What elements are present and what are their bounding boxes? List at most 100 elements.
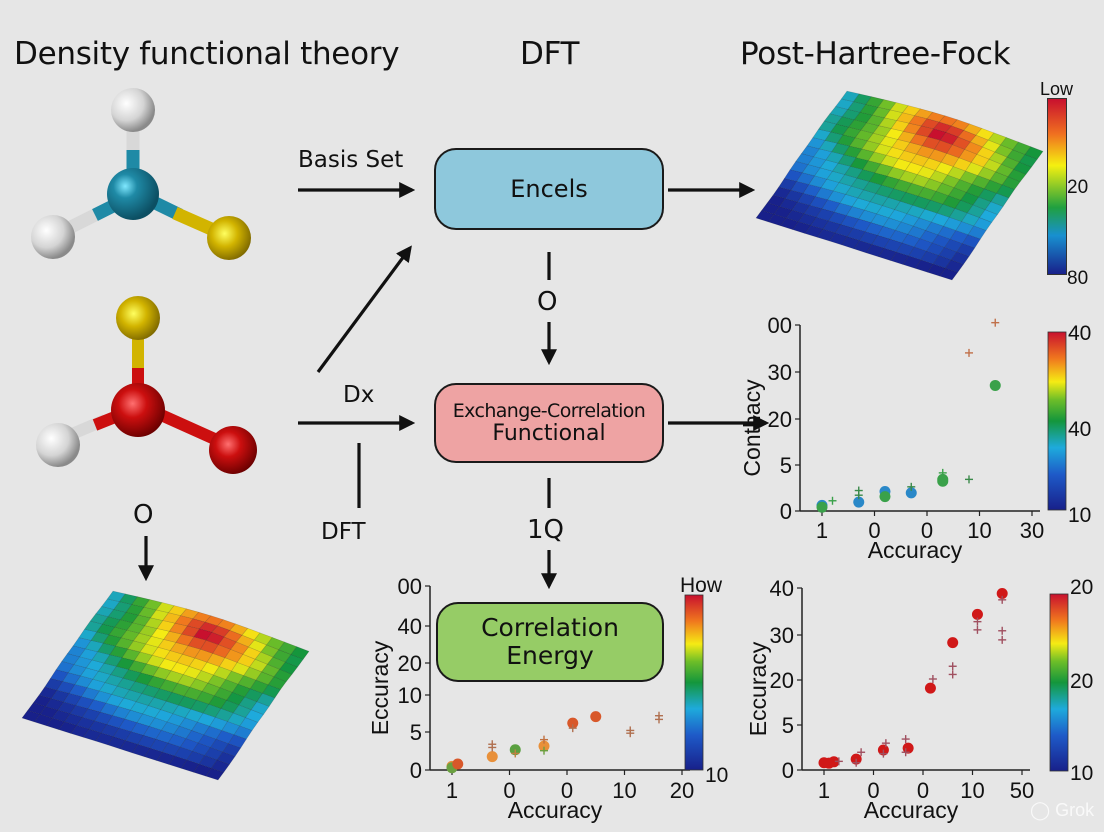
data-point-plus xyxy=(834,757,843,766)
data-point xyxy=(924,682,936,694)
colorbar-label: 20 xyxy=(1070,576,1093,599)
atom-hydrogen-top xyxy=(111,88,155,132)
y-tick-label: 40 xyxy=(770,576,794,601)
data-point-plus xyxy=(973,625,982,634)
y-tick-label: 30 xyxy=(770,623,794,648)
box-xc-line1: Exchange-Correlation xyxy=(452,400,646,423)
x-tick-label: 0 xyxy=(867,778,879,803)
colorbar-label: 40 xyxy=(1068,418,1091,441)
data-point xyxy=(937,475,949,487)
y-tick-label: 00 xyxy=(768,313,792,338)
box-encels: Encels xyxy=(434,148,664,230)
x-tick-label: 30 xyxy=(1020,518,1044,543)
arrow-diagonal xyxy=(316,245,412,373)
data-point xyxy=(947,637,959,649)
colorbar xyxy=(1049,593,1069,772)
x-tick-label: 0 xyxy=(503,778,515,803)
atom-oxygen-right xyxy=(209,426,257,474)
colorbar xyxy=(1047,331,1067,511)
y-tick-label: 5 xyxy=(782,713,794,738)
x-axis-label: Accuracy xyxy=(508,797,603,823)
x-tick-label: 0 xyxy=(868,518,880,543)
data-point xyxy=(996,587,1008,599)
y-tick-label: 5 xyxy=(410,720,422,745)
y-tick-label: 0 xyxy=(782,758,794,783)
x-tick-label: 1 xyxy=(818,778,830,803)
data-point-plus xyxy=(828,496,837,505)
x-tick-label: 10 xyxy=(967,518,991,543)
y-axis-label: Eccuracy xyxy=(745,641,771,736)
label-dx: Dx xyxy=(343,382,375,408)
data-point xyxy=(853,496,865,508)
data-point-plus xyxy=(973,617,982,626)
atom-sulfur-right xyxy=(207,216,251,260)
colorbar-label: 20 xyxy=(1070,670,1093,693)
colorbar-surface xyxy=(1047,98,1067,275)
box-exchange-correlation-functional: Exchange-Correlation Functional xyxy=(434,383,664,463)
label-o-left: O xyxy=(133,500,154,530)
y-tick-label: 30 xyxy=(768,360,792,385)
data-point-plus xyxy=(928,675,937,683)
data-point xyxy=(452,758,464,770)
watermark-text: Grok xyxy=(1055,800,1095,820)
y-tick-label: 20 xyxy=(398,651,422,676)
y-tick-label: 0 xyxy=(780,499,792,524)
data-point-plus xyxy=(965,348,973,357)
x-axis-label: Accuracy xyxy=(864,797,959,823)
data-point xyxy=(971,608,983,620)
y-tick-label: 0 xyxy=(410,758,422,783)
x-tick-label: 10 xyxy=(960,778,984,803)
x-tick-label: 20 xyxy=(670,778,694,803)
header-density-functional-theory: Density functional theory xyxy=(14,36,400,72)
x-tick-label: 50 xyxy=(1010,778,1034,803)
colorbar-label-low: Low xyxy=(1040,79,1074,99)
y-tick-label: 40 xyxy=(398,614,422,639)
data-point-plus xyxy=(511,749,520,758)
data-point xyxy=(538,740,550,752)
surface-plot-bottom-left xyxy=(21,590,310,781)
y-tick-label: 20 xyxy=(770,668,794,693)
molecule-top xyxy=(31,88,251,260)
data-point-plus xyxy=(948,670,957,679)
data-point-plus xyxy=(998,635,1007,644)
data-point-plus xyxy=(965,475,973,484)
data-point-plus xyxy=(540,746,548,755)
x-tick-label: 1 xyxy=(816,518,828,543)
label-basis-set: Basis Set xyxy=(298,147,404,173)
data-point-plus xyxy=(852,758,861,767)
box-encels-label: Encels xyxy=(510,174,588,203)
data-point-plus xyxy=(901,735,910,744)
box-ce-line1: Correlation xyxy=(481,613,619,642)
header-dft: DFT xyxy=(520,36,580,72)
x-tick-label: 0 xyxy=(917,778,929,803)
y-tick-label: 20 xyxy=(768,407,792,432)
atom-sulfur-top xyxy=(116,296,160,340)
colorbar xyxy=(684,594,704,771)
colorbar-label: How xyxy=(680,574,723,597)
box-correlation-energy: Correlation Energy xyxy=(436,602,664,682)
colorbar-label: 10 xyxy=(705,764,728,787)
x-tick-label: 10 xyxy=(612,778,636,803)
box-xc-line2: Functional xyxy=(492,421,606,447)
y-tick-label: 00 xyxy=(398,574,422,599)
watermark-icon: ◯ xyxy=(1030,800,1051,820)
atom-center-red xyxy=(111,383,165,437)
data-point-plus xyxy=(540,735,548,744)
header-post-hartree-fock: Post-Hartree-Fock xyxy=(740,36,1011,72)
colorbar-label: 10 xyxy=(1068,504,1091,527)
data-point-plus xyxy=(879,749,888,758)
atom-hydrogen-left xyxy=(36,423,80,467)
data-point xyxy=(828,756,840,768)
y-axis-label: Eccuracy xyxy=(367,640,393,735)
data-point xyxy=(486,751,498,763)
atom-center-teal xyxy=(107,168,159,220)
y-tick-label: 10 xyxy=(398,683,422,708)
colorbar-label-80: 80 xyxy=(1067,268,1089,289)
colorbar-label: 10 xyxy=(1070,762,1093,785)
data-point xyxy=(590,711,602,723)
molecule-middle xyxy=(36,296,257,474)
y-axis-label: Conthacy xyxy=(739,379,765,477)
